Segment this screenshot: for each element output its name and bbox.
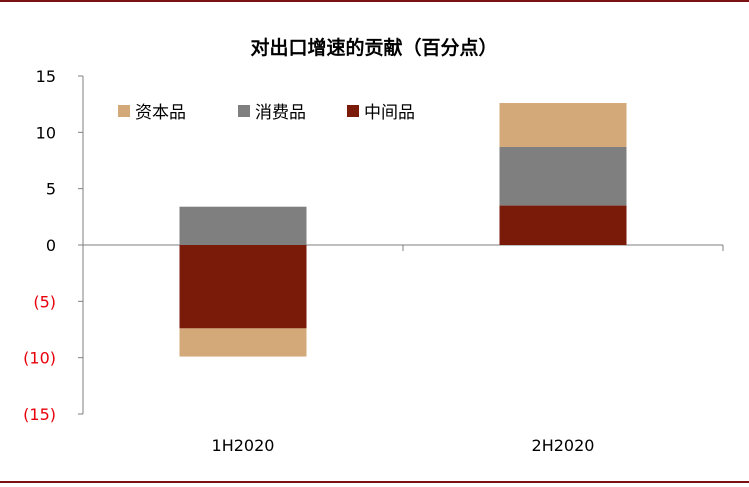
- top-rule: [0, 0, 749, 2]
- plot-area: 15 10 5 0 (5) (10) (15) 1H2020 2H2020 资本品 消费品 中间品: [23, 67, 724, 455]
- bottom-rule: [0, 481, 749, 483]
- bar-segment-capital-goods: [499, 103, 627, 147]
- legend-label: 资本品: [135, 103, 186, 123]
- bar-segment-intermediate-goods: [499, 205, 627, 245]
- x-tick-label: 2H2020: [532, 436, 595, 455]
- chart-title: 对出口增速的贡献（百分点）: [250, 36, 497, 59]
- y-tick-label: (10): [23, 349, 56, 368]
- y-tick-label: (15): [23, 405, 56, 424]
- bar-segment-capital-goods: [179, 328, 307, 357]
- legend-swatch: [238, 105, 250, 117]
- legend-label: 中间品: [364, 103, 415, 123]
- legend-swatch: [347, 105, 359, 117]
- legend-label: 消费品: [255, 103, 306, 123]
- y-tick-label: 0: [46, 236, 56, 255]
- legend-swatch: [118, 105, 130, 117]
- x-tick-label: 1H2020: [212, 436, 275, 455]
- y-tick-label: (5): [33, 292, 56, 311]
- bar-segment-intermediate-goods: [179, 245, 307, 329]
- bar-segment-consumer-goods: [499, 146, 627, 206]
- bar-segment-consumer-goods: [179, 206, 307, 245]
- y-tick-label: 10: [36, 123, 56, 142]
- y-tick-label: 15: [36, 67, 56, 86]
- y-tick-label: 5: [46, 180, 56, 199]
